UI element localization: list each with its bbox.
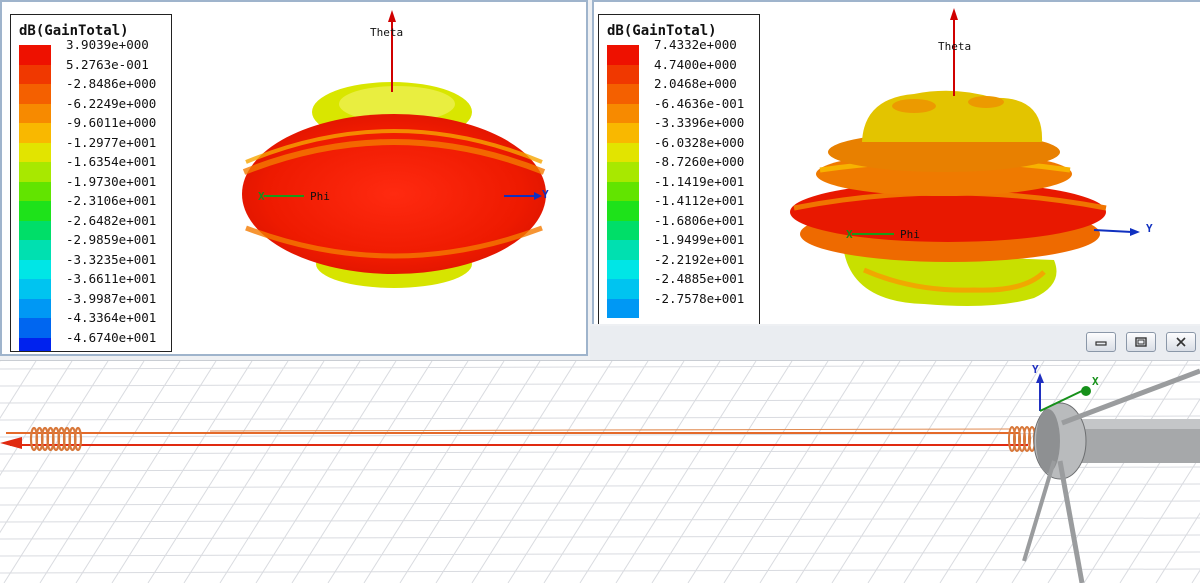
right-radiation-pattern-pane[interactable]: dB(GainTotal) 7.4332e+000 4.7400e+000 2.04… — [592, 0, 1200, 324]
legend-value: 5.2763e-001 — [66, 56, 149, 72]
legend-value: -1.6354e+001 — [66, 154, 157, 170]
right-bottom-lobe — [844, 252, 1057, 306]
right-x-label: X — [846, 228, 853, 241]
legend-value: -3.3396e+000 — [654, 115, 745, 131]
right-3d-gain-plot[interactable]: Theta X Phi Y — [594, 2, 1200, 324]
legend-swatch — [19, 103, 51, 123]
left-3d-gain-plot[interactable]: Theta X Phi Y — [2, 2, 586, 354]
legend-swatch — [19, 123, 51, 143]
left-legend-title: dB(GainTotal) — [19, 23, 129, 39]
legend-swatch — [19, 142, 51, 162]
legend-swatch — [19, 220, 51, 240]
legend-swatch — [607, 298, 639, 318]
legend-swatch — [607, 84, 639, 104]
legend-value: -1.4112e+001 — [654, 193, 745, 209]
legend-value: -4.3364e+001 — [66, 310, 157, 326]
legend-value: -1.6806e+001 — [654, 212, 745, 228]
model-window-titlebar — [590, 326, 1200, 360]
legend-value: 3.9039e+000 — [66, 37, 149, 53]
legend-value: -3.9987e+001 — [66, 290, 157, 306]
legend-swatch — [19, 318, 51, 338]
legend-value: -2.4885e+001 — [654, 271, 745, 287]
model-y-label: Y — [1032, 363, 1039, 376]
restore-icon — [1135, 337, 1147, 347]
left-main-lobe — [242, 114, 546, 274]
ground-grid — [0, 361, 1200, 583]
legend-value: -1.2977e+001 — [66, 134, 157, 150]
legend-value: -2.2192e+001 — [654, 251, 745, 267]
close-button[interactable] — [1166, 332, 1196, 352]
left-phi-label: Phi — [310, 190, 330, 203]
legend-swatch — [607, 220, 639, 240]
minimize-icon — [1095, 341, 1107, 346]
legend-swatch — [19, 201, 51, 221]
legend-swatch — [607, 201, 639, 221]
legend-value: -4.6740e+001 — [66, 329, 157, 345]
legend-value: -2.3106e+001 — [66, 193, 157, 209]
legend-value: -2.8486e+000 — [66, 76, 157, 92]
legend-value: -1.9730e+001 — [66, 173, 157, 189]
legend-swatch — [19, 84, 51, 104]
legend-value: -6.2249e+000 — [66, 95, 157, 111]
model-3d-viewport[interactable]: Y X — [0, 360, 1200, 583]
model-x-label: X — [1092, 375, 1099, 388]
legend-swatch — [19, 279, 51, 299]
right-phi-label: Phi — [900, 228, 920, 241]
radial-1 — [1061, 368, 1200, 426]
legend-swatch — [607, 279, 639, 299]
right-gain-legend: dB(GainTotal) 7.4332e+000 4.7400e+000 2.04… — [598, 14, 760, 324]
legend-value: 2.0468e+000 — [654, 76, 737, 92]
legend-value: -8.7260e+000 — [654, 154, 745, 170]
right-y-label: Y — [1146, 222, 1153, 235]
legend-value: -2.7578e+001 — [654, 290, 745, 306]
legend-value: -6.0328e+000 — [654, 134, 745, 150]
right-top-lobe — [862, 90, 1043, 142]
legend-swatch — [19, 259, 51, 279]
legend-value: -6.4636e-001 — [654, 95, 745, 111]
antenna-model-drawing[interactable]: Y X — [0, 361, 1200, 583]
radial-2 — [1057, 460, 1085, 583]
legend-swatch — [607, 45, 639, 65]
feed-end-tip — [0, 437, 22, 449]
right-theta-label: Theta — [938, 40, 971, 53]
left-helix-coil — [29, 426, 83, 452]
legend-swatch — [19, 162, 51, 182]
legend-swatch — [607, 142, 639, 162]
legend-value: -2.6482e+001 — [66, 212, 157, 228]
left-x-label: X — [258, 190, 265, 203]
legend-value: -2.9859e+001 — [66, 232, 157, 248]
legend-swatch — [19, 45, 51, 65]
legend-swatch — [607, 64, 639, 84]
left-radiation-pattern-pane[interactable]: dB(GainTotal) 3.9039e+000 5.2763e-001 -2.8… — [0, 0, 588, 356]
legend-swatch — [19, 181, 51, 201]
radial-3 — [1022, 460, 1056, 562]
legend-swatch — [607, 259, 639, 279]
legend-value: 7.4332e+000 — [654, 37, 737, 53]
legend-swatch — [19, 240, 51, 260]
minimize-button[interactable] — [1086, 332, 1116, 352]
legend-value: -1.1419e+001 — [654, 173, 745, 189]
legend-value: -3.6611e+001 — [66, 271, 157, 287]
legend-swatch — [19, 298, 51, 318]
left-y-label: Y — [542, 188, 549, 201]
legend-swatch — [607, 181, 639, 201]
close-icon — [1176, 337, 1186, 347]
legend-swatch — [607, 123, 639, 143]
left-top-lobe-inner — [339, 86, 455, 122]
left-gain-legend: dB(GainTotal) 3.9039e+000 5.2763e-001 -2.8… — [10, 14, 172, 352]
legend-swatch — [607, 103, 639, 123]
left-theta-label: Theta — [370, 26, 403, 39]
legend-swatch — [607, 162, 639, 182]
legend-value: -1.9499e+001 — [654, 232, 745, 248]
right-legend-title: dB(GainTotal) — [607, 23, 717, 39]
legend-value: -3.3235e+001 — [66, 251, 157, 267]
legend-swatch — [19, 337, 51, 351]
restore-button[interactable] — [1126, 332, 1156, 352]
legend-value: -9.6011e+000 — [66, 115, 157, 131]
legend-swatch — [607, 240, 639, 260]
legend-swatch — [19, 64, 51, 84]
legend-value: 4.7400e+000 — [654, 56, 737, 72]
